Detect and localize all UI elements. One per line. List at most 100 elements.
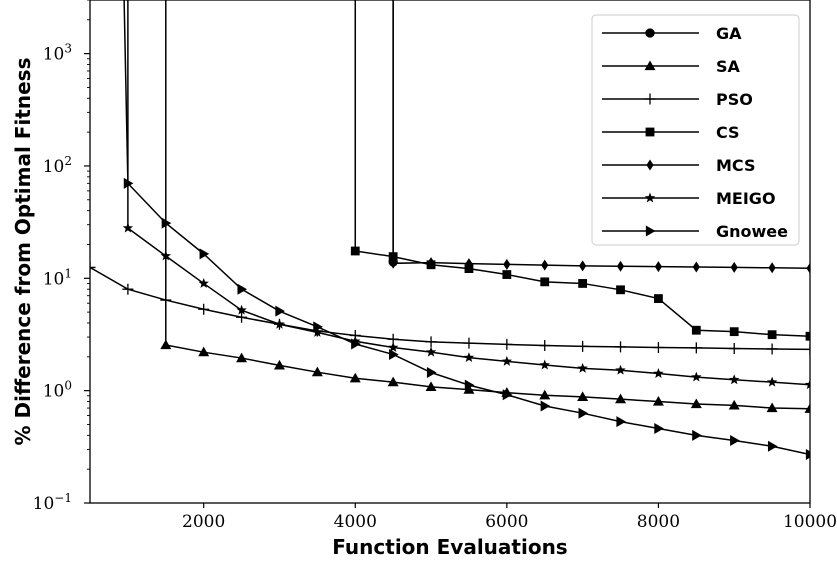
data-point-sa bbox=[160, 339, 172, 350]
data-point-meigo bbox=[463, 352, 475, 363]
legend: GA SA PSO CS MCS MEIGO Gnowee bbox=[591, 14, 800, 246]
data-point-meigo bbox=[122, 222, 134, 233]
legend-marker bbox=[644, 60, 656, 71]
data-point-cs bbox=[767, 330, 777, 340]
data-point-gnowee bbox=[161, 217, 172, 229]
data-point-gnowee bbox=[464, 379, 475, 391]
series-line-cs bbox=[354, 0, 810, 337]
data-point-pso bbox=[122, 283, 134, 295]
data-point-sa bbox=[236, 352, 248, 363]
data-point-sa bbox=[615, 393, 627, 404]
data-point-cs bbox=[729, 327, 739, 337]
data-point-meigo bbox=[691, 371, 702, 382]
series-pso bbox=[90, 261, 810, 355]
legend-item-sa: SA bbox=[602, 57, 741, 76]
data-point-mcs bbox=[730, 261, 738, 273]
data-point-meigo bbox=[501, 355, 513, 366]
data-point-meigo bbox=[312, 326, 323, 337]
data-point-meigo bbox=[274, 318, 285, 329]
data-point-meigo bbox=[236, 304, 247, 315]
data-point-cs bbox=[654, 294, 663, 303]
data-point-cs bbox=[502, 270, 512, 279]
legend-label: Gnowee bbox=[716, 222, 788, 241]
data-point-gnowee bbox=[237, 283, 248, 295]
data-point-pso bbox=[804, 343, 810, 355]
series-line-pso bbox=[90, 266, 810, 351]
data-point-mcs bbox=[654, 261, 662, 273]
legend-box bbox=[591, 14, 800, 246]
data-point-cs bbox=[540, 277, 550, 287]
data-point-pso bbox=[160, 294, 172, 306]
data-point-meigo bbox=[728, 374, 740, 385]
y-tick-label: 103 bbox=[43, 42, 72, 65]
data-point-gnowee bbox=[730, 434, 740, 446]
data-point-mcs bbox=[389, 257, 397, 269]
data-point-gnowee bbox=[199, 248, 210, 260]
y-tick-label: 102 bbox=[43, 154, 72, 177]
data-point-gnowee bbox=[616, 416, 627, 428]
legend-marker bbox=[645, 127, 655, 137]
data-point-pso bbox=[577, 340, 589, 352]
data-point-sa bbox=[425, 381, 437, 392]
legend-marker bbox=[646, 159, 654, 171]
data-point-gnowee bbox=[502, 389, 513, 401]
data-point-meigo bbox=[615, 364, 626, 375]
x-tick-label: 8000 bbox=[637, 512, 680, 532]
data-point-gnowee bbox=[654, 423, 664, 435]
legend-label: PSO bbox=[716, 90, 753, 109]
data-point-mcs bbox=[692, 261, 700, 273]
data-point-sa bbox=[766, 402, 778, 413]
data-point-sa bbox=[463, 384, 475, 394]
data-point-sa bbox=[804, 403, 810, 413]
data-point-mcs bbox=[503, 258, 511, 270]
data-point-sa bbox=[311, 366, 323, 377]
series-line-gnowee bbox=[123, 0, 810, 456]
series-meigo bbox=[122, 0, 810, 390]
data-point-gnowee bbox=[540, 400, 551, 412]
data-point-cs bbox=[616, 285, 625, 295]
series-layer bbox=[90, 0, 810, 461]
data-point-meigo bbox=[577, 362, 588, 373]
legend-marker bbox=[644, 93, 656, 105]
x-tick-label: 4000 bbox=[334, 512, 377, 532]
data-point-gnowee bbox=[351, 338, 361, 350]
data-point-sa bbox=[349, 372, 361, 383]
legend-item-cs: CS bbox=[602, 123, 740, 142]
data-point-pso bbox=[425, 336, 437, 348]
data-point-pso bbox=[198, 303, 210, 315]
legend-marker bbox=[644, 192, 656, 203]
legend-item-gnowee: Gnowee bbox=[602, 222, 788, 241]
data-point-mcs bbox=[806, 262, 810, 274]
tick-layer: 2000 4000 6000 8000 10000 10−1 100 101 102 103 bbox=[33, 0, 837, 532]
y-axis-title: % Difference from Optimal Fitness bbox=[11, 58, 35, 446]
data-point-mcs bbox=[579, 260, 587, 272]
data-point-sa bbox=[690, 398, 702, 409]
data-point-meigo bbox=[425, 346, 437, 357]
data-point-gnowee bbox=[275, 305, 285, 317]
data-point-gnowee bbox=[123, 177, 134, 189]
data-point-meigo bbox=[387, 342, 399, 352]
data-point-pso bbox=[766, 343, 778, 355]
legend-label: SA bbox=[716, 57, 741, 76]
data-point-gnowee bbox=[578, 407, 589, 419]
data-point-meigo bbox=[160, 250, 172, 261]
data-point-gnowee bbox=[767, 440, 778, 452]
data-point-mcs bbox=[541, 259, 549, 271]
data-point-mcs bbox=[616, 260, 625, 272]
legend-item-ga: GA bbox=[602, 24, 742, 43]
data-point-mcs bbox=[427, 257, 435, 269]
legend-label: MCS bbox=[716, 156, 755, 175]
x-tick-label: 2000 bbox=[182, 512, 225, 532]
data-point-meigo bbox=[804, 379, 810, 390]
series-line-meigo bbox=[127, 0, 810, 386]
data-point-pso bbox=[539, 340, 551, 352]
plot-frame bbox=[89, 0, 811, 504]
legend-label: CS bbox=[716, 123, 740, 142]
data-point-meigo bbox=[766, 376, 778, 387]
data-point-mcs bbox=[465, 258, 473, 270]
x-tick-label: 10000 bbox=[783, 512, 837, 532]
data-point-sa bbox=[728, 399, 740, 410]
data-point-gnowee bbox=[426, 367, 437, 379]
data-point-pso bbox=[463, 337, 475, 349]
data-point-pso bbox=[615, 341, 627, 353]
